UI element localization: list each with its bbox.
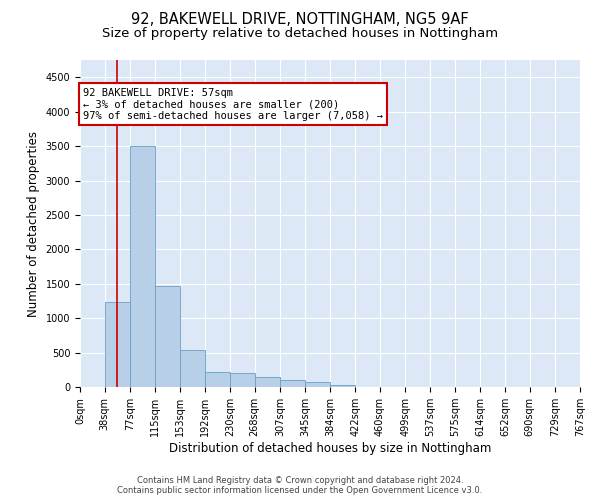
- Text: 92, BAKEWELL DRIVE, NOTTINGHAM, NG5 9AF: 92, BAKEWELL DRIVE, NOTTINGHAM, NG5 9AF: [131, 12, 469, 28]
- Text: Size of property relative to detached houses in Nottingham: Size of property relative to detached ho…: [102, 28, 498, 40]
- Text: Contains HM Land Registry data © Crown copyright and database right 2024.
Contai: Contains HM Land Registry data © Crown c…: [118, 476, 482, 495]
- Bar: [280, 380, 305, 387]
- Bar: [230, 374, 255, 387]
- Text: 92 BAKEWELL DRIVE: 57sqm
← 3% of detached houses are smaller (200)
97% of semi-d: 92 BAKEWELL DRIVE: 57sqm ← 3% of detache…: [83, 88, 383, 121]
- Bar: [180, 350, 205, 387]
- Bar: [105, 302, 130, 387]
- Y-axis label: Number of detached properties: Number of detached properties: [27, 130, 40, 316]
- Bar: [305, 382, 331, 387]
- Bar: [331, 385, 355, 387]
- Bar: [130, 146, 155, 387]
- Bar: [255, 377, 280, 387]
- Bar: [205, 372, 230, 387]
- X-axis label: Distribution of detached houses by size in Nottingham: Distribution of detached houses by size …: [169, 442, 491, 455]
- Bar: [80, 386, 105, 387]
- Bar: [155, 286, 180, 387]
